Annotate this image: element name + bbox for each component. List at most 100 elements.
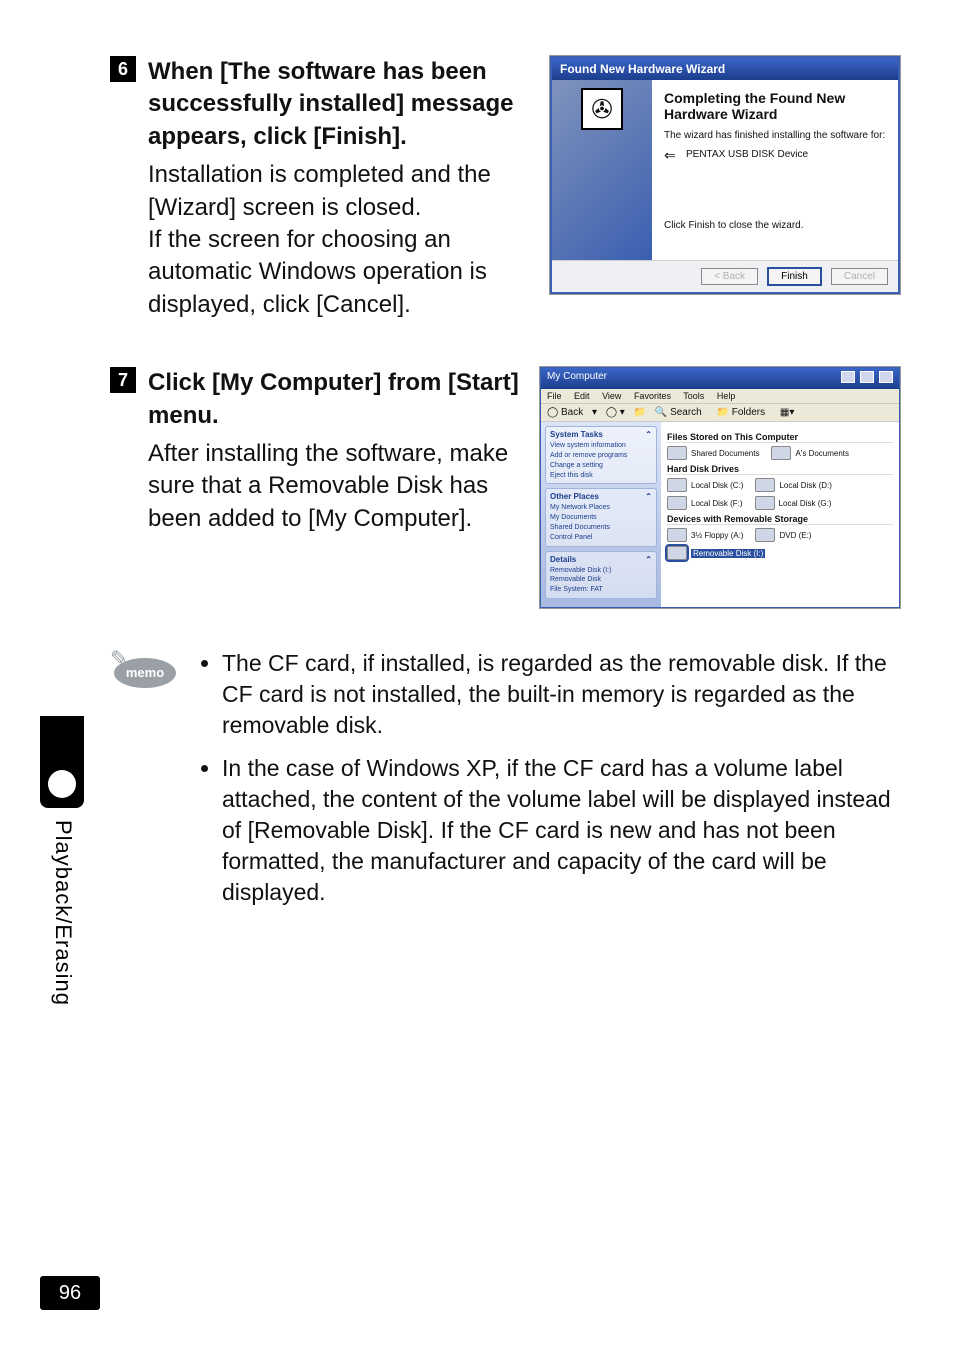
floppy-icon bbox=[667, 528, 687, 542]
wizard-device: PENTAX USB DISK Device bbox=[686, 149, 886, 160]
tool-views-icon[interactable]: ▦▾ bbox=[780, 407, 794, 418]
menu-favorites[interactable]: Favorites bbox=[634, 391, 671, 401]
step-7-heading: Click [My Computer] from [Start] menu. bbox=[148, 367, 524, 432]
explorer-main: Files Stored on This Computer Shared Doc… bbox=[661, 422, 899, 607]
drive-icon bbox=[667, 478, 687, 492]
wizard-titlebar: Found New Hardware Wizard bbox=[552, 58, 898, 80]
menu-help[interactable]: Help bbox=[717, 391, 736, 401]
tool-folders[interactable]: 📁 Folders bbox=[717, 407, 772, 418]
system-tasks-panel: System Tasks ⌃ View system information Ad… bbox=[545, 426, 657, 484]
memo-item: In the case of Windows XP, if the CF car… bbox=[222, 753, 900, 908]
place-item[interactable]: My Network Places bbox=[550, 503, 652, 513]
minimize-button[interactable] bbox=[841, 371, 855, 383]
section-files-stored: Files Stored on This Computer bbox=[667, 432, 893, 443]
step-7-body: After installing the software, make sure… bbox=[148, 438, 524, 535]
task-item[interactable]: View system information bbox=[550, 441, 652, 451]
drive-f[interactable]: Local Disk (F:) bbox=[667, 496, 743, 510]
section-removable: Devices with Removable Storage bbox=[667, 514, 893, 525]
explorer-toolbar: ◯ Back ▾ ◯ ▾ 📁 🔍 Search 📁 Folders ▦▾ bbox=[541, 404, 899, 422]
detail-item: File System: FAT bbox=[550, 585, 652, 595]
wizard-dialog: Found New Hardware Wizard ✇ Completing t… bbox=[550, 56, 900, 294]
explorer-titlebar: My Computer bbox=[541, 368, 899, 389]
wizard-subtext: The wizard has finished installing the s… bbox=[664, 130, 886, 141]
side-tab-dot bbox=[48, 770, 76, 798]
step-6-text: When [The software has been successfully… bbox=[148, 56, 550, 321]
task-item[interactable]: Eject this disk bbox=[550, 471, 652, 481]
memo-badge: ✎ memo bbox=[110, 648, 180, 688]
drive-c[interactable]: Local Disk (C:) bbox=[667, 478, 743, 492]
dvd-icon bbox=[755, 528, 775, 542]
memo-item: The CF card, if installed, is regarded a… bbox=[222, 648, 900, 741]
details-panel: Details ⌃ Removable Disk (I:) Removable D… bbox=[545, 551, 657, 599]
wizard-content: Completing the Found New Hardware Wizard… bbox=[652, 80, 898, 260]
explorer-body: System Tasks ⌃ View system information Ad… bbox=[541, 422, 899, 607]
menu-file[interactable]: File bbox=[547, 391, 562, 401]
memo-list: The CF card, if installed, is regarded a… bbox=[198, 648, 900, 920]
tool-up-icon[interactable]: 📁 bbox=[634, 407, 646, 418]
explorer-title: My Computer bbox=[547, 371, 607, 386]
drive-icon bbox=[755, 478, 775, 492]
close-button[interactable] bbox=[879, 371, 893, 383]
explorer-window: My Computer File Edit View Favorites Too… bbox=[540, 367, 900, 608]
side-tab-label: Playback/Erasing bbox=[50, 820, 76, 1006]
tool-forward[interactable]: ◯ ▾ bbox=[606, 407, 625, 418]
window-controls bbox=[839, 371, 893, 386]
explorer-menubar: File Edit View Favorites Tools Help bbox=[541, 389, 899, 404]
hardware-icon: ✇ bbox=[581, 88, 623, 130]
task-item[interactable]: Add or remove programs bbox=[550, 451, 652, 461]
step-6-body: Installation is completed and the [Wizar… bbox=[148, 159, 534, 321]
drive-d[interactable]: Local Disk (D:) bbox=[755, 478, 831, 492]
other-places-title: Other Places bbox=[550, 492, 599, 501]
maximize-button[interactable] bbox=[860, 371, 874, 383]
drive-floppy[interactable]: 3½ Floppy (A:) bbox=[667, 528, 743, 542]
page: 6 When [The software has been successful… bbox=[0, 0, 954, 1346]
step-6: 6 When [The software has been successful… bbox=[110, 56, 900, 321]
drive-dvd[interactable]: DVD (E:) bbox=[755, 528, 811, 542]
section-hard-disks: Hard Disk Drives bbox=[667, 464, 893, 475]
memo-label: memo bbox=[114, 658, 176, 688]
place-item[interactable]: Control Panel bbox=[550, 533, 652, 543]
wizard-heading: Completing the Found New Hardware Wizard bbox=[664, 90, 886, 122]
wizard-body: ✇ Completing the Found New Hardware Wiza… bbox=[552, 80, 898, 260]
collapse-icon[interactable]: ⌃ bbox=[645, 555, 652, 564]
detail-item: Removable Disk bbox=[550, 575, 652, 585]
folder-icon bbox=[771, 446, 791, 460]
tool-back[interactable]: ◯ Back ▾ bbox=[547, 407, 597, 418]
page-number: 96 bbox=[40, 1276, 100, 1310]
other-places-panel: Other Places ⌃ My Network Places My Docum… bbox=[545, 488, 657, 546]
place-item[interactable]: My Documents bbox=[550, 513, 652, 523]
finish-button[interactable]: Finish bbox=[767, 267, 822, 286]
step-7-text: Click [My Computer] from [Start] menu. A… bbox=[148, 367, 540, 535]
menu-view[interactable]: View bbox=[602, 391, 621, 401]
drive-g[interactable]: Local Disk (G:) bbox=[755, 496, 832, 510]
cancel-button[interactable]: Cancel bbox=[831, 268, 888, 285]
step-6-heading: When [The software has been successfully… bbox=[148, 56, 534, 153]
menu-tools[interactable]: Tools bbox=[683, 391, 704, 401]
drive-icon bbox=[755, 496, 775, 510]
side-tab: Playback/Erasing bbox=[40, 716, 84, 1056]
step-6-number: 6 bbox=[110, 56, 136, 82]
wizard-close-hint: Click Finish to close the wizard. bbox=[664, 220, 886, 231]
collapse-icon[interactable]: ⌃ bbox=[645, 430, 652, 439]
memo-block: ✎ memo The CF card, if installed, is reg… bbox=[110, 648, 900, 920]
explorer-sidebar: System Tasks ⌃ View system information Ad… bbox=[541, 422, 661, 607]
step-7: 7 Click [My Computer] from [Start] menu.… bbox=[110, 367, 900, 608]
system-tasks-title: System Tasks bbox=[550, 430, 603, 439]
drive-icon bbox=[667, 496, 687, 510]
folder-icon bbox=[667, 446, 687, 460]
wizard-buttons: < Back Finish Cancel bbox=[552, 260, 898, 292]
drive-removable[interactable]: Removable Disk (I:) bbox=[667, 546, 765, 560]
details-title: Details bbox=[550, 555, 576, 564]
my-documents[interactable]: A's Documents bbox=[771, 446, 849, 460]
removable-icon bbox=[667, 546, 687, 560]
detail-item: Removable Disk (I:) bbox=[550, 566, 652, 576]
task-item[interactable]: Change a setting bbox=[550, 461, 652, 471]
place-item[interactable]: Shared Documents bbox=[550, 523, 652, 533]
wizard-sidebar: ✇ bbox=[552, 80, 652, 260]
shared-documents[interactable]: Shared Documents bbox=[667, 446, 759, 460]
collapse-icon[interactable]: ⌃ bbox=[645, 492, 652, 501]
menu-edit[interactable]: Edit bbox=[574, 391, 590, 401]
tool-search[interactable]: 🔍 Search bbox=[655, 407, 708, 418]
step-7-number: 7 bbox=[110, 367, 136, 393]
back-button[interactable]: < Back bbox=[701, 268, 758, 285]
